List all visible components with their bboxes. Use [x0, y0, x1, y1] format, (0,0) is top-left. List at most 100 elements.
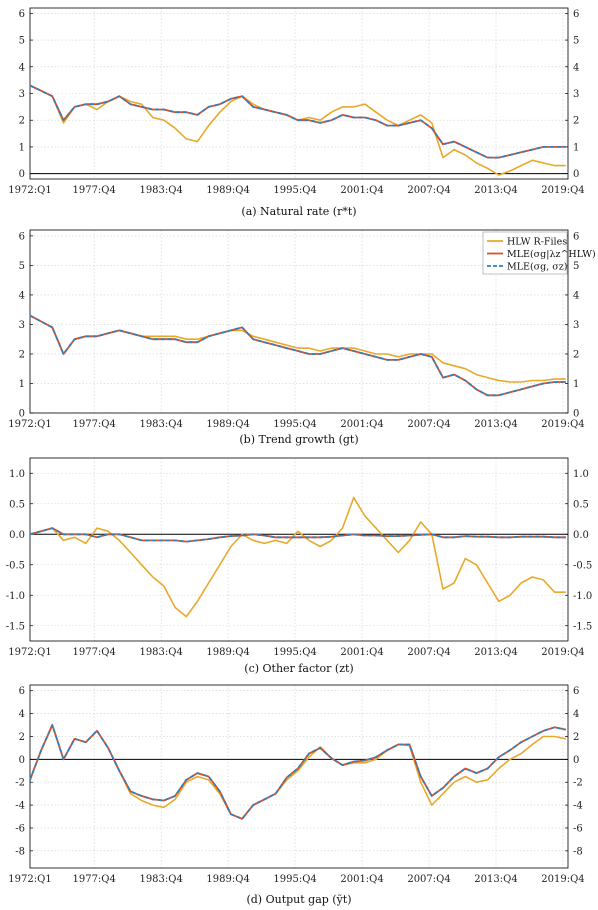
x-tick-label: 2019:Q4	[541, 647, 584, 658]
y-tick-label-left: 2	[19, 349, 25, 360]
x-tick-label: 1995:Q4	[273, 185, 316, 196]
y-tick-label-right: -1.0	[573, 591, 592, 602]
y-tick-label-right: -1.5	[573, 621, 592, 632]
y-tick-label-right: 2	[573, 349, 579, 360]
x-tick-label: 2007:Q4	[407, 647, 450, 658]
x-tick-label: 1989:Q4	[206, 419, 249, 430]
y-tick-label-left: 1	[19, 379, 25, 390]
x-tick-label: 1995:Q4	[273, 874, 316, 885]
y-tick-label-left: 0.5	[9, 499, 25, 510]
legend-label-mle-sy-sz: MLE(σg, σz)	[507, 261, 567, 272]
y-tick-label-right: 6	[573, 231, 579, 242]
y-tick-label-left: 1	[19, 142, 25, 153]
y-tick-label-right: 0.0	[573, 530, 589, 541]
y-tick-label-right: 4	[573, 709, 579, 720]
plot-frame	[29, 457, 569, 642]
y-tick-label-left: -4	[15, 801, 25, 812]
series-line-mle-sy-sz	[29, 724, 566, 820]
x-tick-label: 1972:Q1	[8, 419, 51, 430]
x-tick-label: 2001:Q4	[340, 185, 383, 196]
y-tick-label-right: -8	[573, 846, 583, 857]
x-tick-label: 2001:Q4	[340, 874, 383, 885]
x-tick-label: 2019:Q4	[541, 419, 584, 430]
x-tick-label: 2007:Q4	[407, 874, 450, 885]
x-tick-label: 2013:Q4	[474, 647, 517, 658]
x-tick-label: 1989:Q4	[206, 874, 249, 885]
y-tick-label-left: 5	[19, 261, 25, 272]
y-tick-label-left: -8	[15, 846, 25, 857]
x-tick-label: 1972:Q1	[8, 647, 51, 658]
y-tick-label-left: 0	[19, 169, 25, 180]
panel-caption: (a) Natural rate (r*t)	[241, 205, 356, 218]
y-tick-label-left: 4	[19, 290, 25, 301]
panel-caption: (c) Other factor (zt)	[244, 662, 353, 675]
y-tick-label-right: 0	[573, 409, 579, 420]
chart-panel-1: 0 0 1 1 2 2 3 3 4 4 5 5 6 6 1972:Q1 1977:Q4 1983:Q4 1989:…	[8, 7, 585, 218]
series-line-hlw	[29, 496, 566, 618]
chart-panel-4: -8 -8 -6 -6 -4 -4 -2 -2 0 0 2 2 4 4 6 6 1972:Q1 1977:Q4 19…	[8, 684, 585, 906]
x-tick-label: 1977:Q4	[72, 647, 115, 658]
y-tick-label-right: -0.5	[573, 560, 592, 571]
y-tick-label-left: -1.5	[6, 621, 25, 632]
series-line-hlw	[29, 724, 566, 820]
y-tick-label-right: -6	[573, 823, 583, 834]
y-tick-label-right: 1.0	[573, 469, 589, 480]
y-tick-label-right: 5	[573, 261, 579, 272]
y-tick-label-right: 6	[573, 9, 579, 20]
y-tick-label-right: 3	[573, 89, 579, 100]
x-tick-label: 2019:Q4	[541, 874, 584, 885]
x-tick-label: 1983:Q4	[139, 419, 182, 430]
series-line-mle-sy-sz	[29, 314, 566, 397]
x-tick-label: 2007:Q4	[407, 185, 450, 196]
y-tick-label-right: 2	[573, 116, 579, 127]
y-tick-label-left: 0.0	[9, 530, 25, 541]
series-line-hlw	[29, 84, 566, 176]
x-tick-label: 2007:Q4	[407, 419, 450, 430]
plot-frame	[29, 684, 569, 869]
series-line-mle-sy-sz	[29, 84, 566, 159]
x-tick-label: 1983:Q4	[139, 647, 182, 658]
series-line-mle-sy-lambda	[29, 724, 566, 820]
y-tick-label-right: 6	[573, 686, 579, 697]
y-tick-label-left: 6	[19, 686, 25, 697]
y-tick-label-left: 6	[19, 231, 25, 242]
y-tick-label-right: 0	[573, 169, 579, 180]
y-tick-label-right: 3	[573, 320, 579, 331]
x-tick-label: 2013:Q4	[474, 874, 517, 885]
y-tick-label-left: 1.0	[9, 469, 25, 480]
y-tick-label-left: -0.5	[6, 560, 25, 571]
x-tick-label: 1983:Q4	[139, 185, 182, 196]
y-tick-label-right: 4	[573, 290, 579, 301]
x-tick-label: 1989:Q4	[206, 647, 249, 658]
x-tick-label: 1972:Q1	[8, 185, 51, 196]
y-tick-label-left: 0	[19, 409, 25, 420]
x-tick-label: 2001:Q4	[340, 419, 383, 430]
panel-caption: (d) Output gap (ỹt)	[246, 893, 351, 906]
x-tick-label: 2019:Q4	[541, 185, 584, 196]
panel-caption: (b) Trend growth (gt)	[239, 433, 358, 446]
x-tick-label: 2013:Q4	[474, 419, 517, 430]
y-tick-label-left: -1.0	[6, 591, 25, 602]
y-tick-label-right: 0.5	[573, 499, 589, 510]
x-tick-label: 1995:Q4	[273, 647, 316, 658]
chart-panel-3: -1.5 -1.5 -1.0 -1.0 -0.5 -0.5 0.0 0.0 0.5 0.5 1.0 1…	[6, 457, 592, 675]
x-tick-label: 1977:Q4	[72, 185, 115, 196]
y-tick-label-left: -2	[15, 778, 25, 789]
chart-panel-2: 0 0 1 1 2 2 3 3 4 4 5 5 6 6 1972:Q1 1977:Q4 1983:Q4 1989:…	[8, 229, 596, 446]
y-tick-label-right: 1	[573, 379, 579, 390]
series-line-mle-sy-lambda	[29, 527, 566, 543]
legend: HLW R-Files MLE(σg|λz^HLW)MLE(σg, σz)	[482, 231, 596, 275]
x-tick-label: 1983:Q4	[139, 874, 182, 885]
y-tick-label-left: 3	[19, 320, 25, 331]
y-tick-label-right: 2	[573, 732, 579, 743]
y-tick-label-left: 2	[19, 116, 25, 127]
series-line-mle-sy-sz	[29, 527, 566, 543]
x-tick-label: 1977:Q4	[72, 419, 115, 430]
plot-frame	[29, 229, 569, 414]
x-tick-label: 1972:Q1	[8, 874, 51, 885]
y-tick-label-left: 0	[19, 755, 25, 766]
y-tick-label-right: 0	[573, 755, 579, 766]
y-tick-label-left: 4	[19, 62, 25, 73]
y-tick-label-left: 6	[19, 9, 25, 20]
